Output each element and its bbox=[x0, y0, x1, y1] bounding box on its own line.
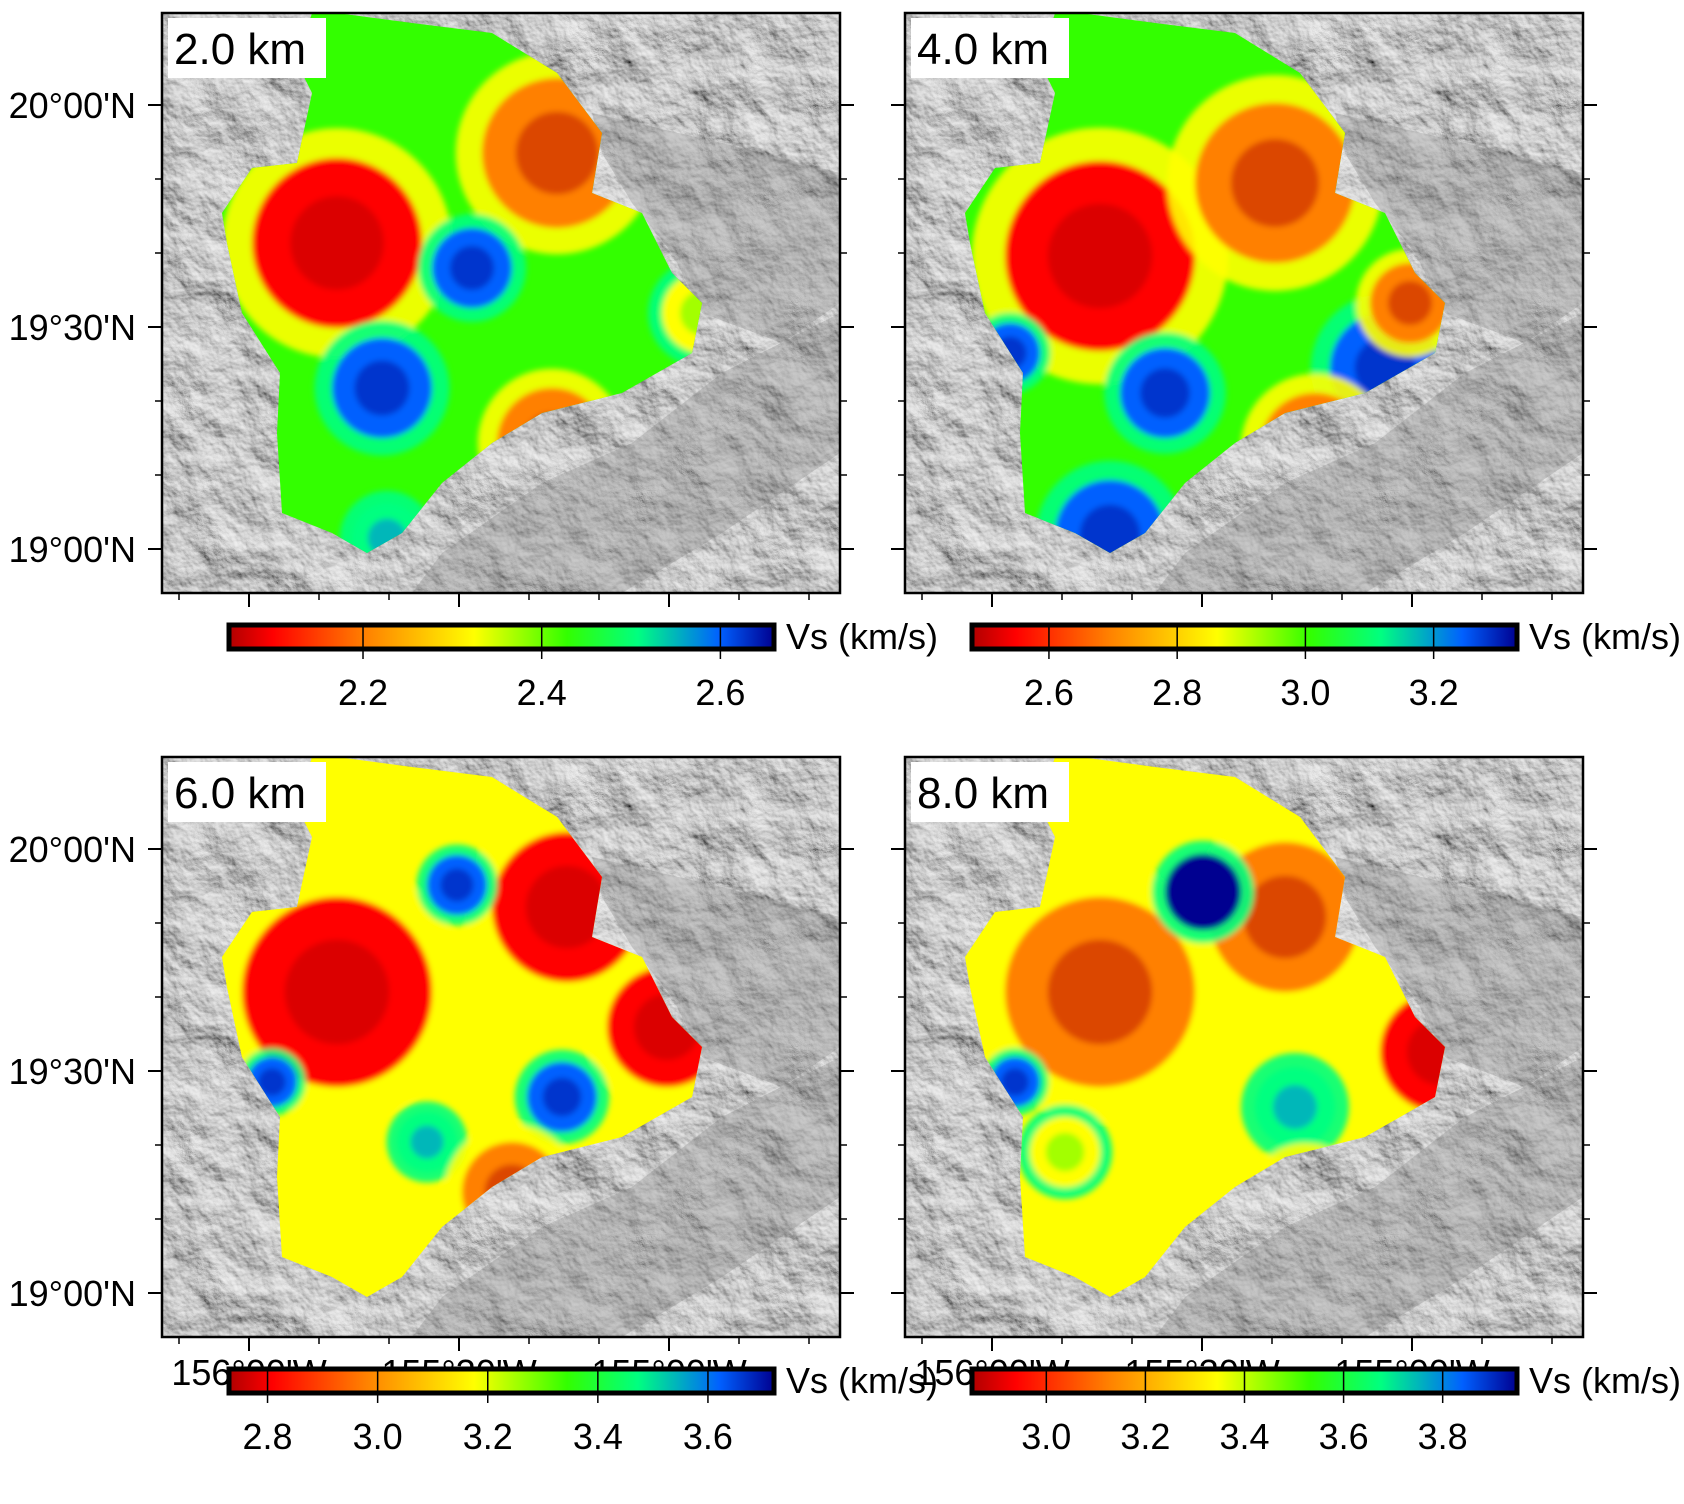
anomaly-core-6 bbox=[1045, 1132, 1085, 1172]
colorbar-tick-label: 2.4 bbox=[517, 672, 567, 713]
anomaly-core-8 bbox=[1001, 1068, 1029, 1096]
anomaly-core-2 bbox=[1231, 139, 1319, 227]
colorbar-tick-label: 3.0 bbox=[353, 1416, 403, 1457]
anomaly-core-7 bbox=[1388, 281, 1432, 325]
panel-2: 4.0 km 2.6 2.8 3.0 3.2 Vs (km/s) bbox=[891, 11, 1681, 713]
colorbar-tick-label: 3.0 bbox=[1280, 672, 1330, 713]
flank-shade bbox=[412, 113, 840, 593]
depth-label: 6.0 km bbox=[174, 769, 306, 818]
colorbar-tick-label: 2.8 bbox=[1152, 672, 1202, 713]
colorbar-title: Vs (km/s) bbox=[1529, 1360, 1681, 1401]
anomaly-core-5 bbox=[542, 1077, 582, 1117]
colorbar: 2.2 2.4 2.6 Vs (km/s) bbox=[226, 616, 938, 713]
anomaly-core-1 bbox=[1047, 203, 1153, 309]
colorbar-tick-label: 3.2 bbox=[1120, 1416, 1170, 1457]
panel-1: 20°00'N 19°30'N 19°00'N 2.0 km 2.2 2.4 2.6 Vs (… bbox=[9, 11, 938, 713]
colorbar-tick-label: 3.2 bbox=[1409, 672, 1459, 713]
colorbar-ramp bbox=[226, 1366, 777, 1396]
colorbar: 2.6 2.8 3.0 3.2 Vs (km/s) bbox=[969, 616, 1681, 713]
anomaly-core-1 bbox=[290, 196, 384, 290]
flank-shade bbox=[1155, 857, 1583, 1337]
colorbar-tick-label: 3.0 bbox=[1021, 1416, 1071, 1457]
anomaly-core-2 bbox=[515, 111, 599, 195]
map-frame bbox=[160, 11, 842, 595]
colorbar: 2.8 3.0 3.2 3.4 3.6 Vs (km/s) bbox=[226, 1360, 938, 1457]
anomaly-core-7 bbox=[258, 1068, 286, 1096]
depth-label: 4.0 km bbox=[917, 25, 1049, 74]
colorbar-tick-label: 3.8 bbox=[1418, 1416, 1468, 1457]
lat-label: 19°00'N bbox=[9, 1273, 136, 1314]
colorbar-ramp bbox=[969, 622, 1520, 652]
anomaly-core-3 bbox=[1407, 1019, 1445, 1085]
colorbar-tick-label: 3.6 bbox=[1319, 1416, 1369, 1457]
colorbar-tick-label: 3.6 bbox=[683, 1416, 733, 1457]
anomaly-core-4 bbox=[1182, 871, 1224, 913]
colorbar-tick-label: 2.8 bbox=[243, 1416, 293, 1457]
colorbar-title: Vs (km/s) bbox=[786, 616, 938, 657]
anomaly-core-2 bbox=[1243, 875, 1327, 959]
colorbar-tick-label: 3.4 bbox=[573, 1416, 623, 1457]
colorbar-tick-label: 3.2 bbox=[463, 1416, 513, 1457]
anomaly-7 bbox=[662, 273, 702, 353]
depth-label: 8.0 km bbox=[917, 769, 1049, 818]
anomalies bbox=[969, 75, 1445, 553]
anomaly-core-5 bbox=[1273, 1085, 1317, 1129]
map-frame bbox=[160, 755, 842, 1339]
colorbar-tick-label: 2.6 bbox=[695, 672, 745, 713]
lat-label: 19°30'N bbox=[9, 1051, 136, 1092]
colorbar-ramp bbox=[226, 622, 777, 652]
map-frame bbox=[903, 755, 1585, 1339]
colorbar: 3.0 3.2 3.4 3.6 3.8 Vs (km/s) bbox=[969, 1360, 1681, 1457]
depth-label-box bbox=[911, 762, 1069, 822]
depth-label-box bbox=[168, 18, 326, 78]
anomaly-core-4 bbox=[354, 360, 410, 416]
anomaly-core-1 bbox=[284, 939, 390, 1045]
depth-label: 2.0 km bbox=[174, 25, 306, 74]
anomaly-core-2 bbox=[525, 865, 609, 949]
flank-shade bbox=[412, 857, 840, 1337]
colorbar-title: Vs (km/s) bbox=[786, 1360, 938, 1401]
lat-label: 20°00'N bbox=[9, 829, 136, 870]
anomaly-core-1 bbox=[1047, 939, 1153, 1045]
lat-label: 19°00'N bbox=[9, 529, 136, 570]
anomaly-core-6 bbox=[410, 1125, 444, 1159]
colorbar-tick-label: 2.6 bbox=[1024, 672, 1074, 713]
flank-shade bbox=[1155, 113, 1583, 593]
panel-3: 20°00'N19°30'N19°00'N156°00'W155°30'W155… bbox=[9, 755, 938, 1457]
colorbar-tick-label: 2.2 bbox=[338, 672, 388, 713]
anomaly-core-7 bbox=[680, 291, 702, 335]
map-frame bbox=[903, 11, 1585, 595]
depth-label-box bbox=[168, 762, 326, 822]
anomaly-core-3 bbox=[1140, 368, 1190, 418]
panel-4: 156°00'W155°30'W155°00'W8.0 km3.03.23.43… bbox=[891, 755, 1681, 1457]
colorbar-title: Vs (km/s) bbox=[1529, 616, 1681, 657]
depth-label-box bbox=[911, 18, 1069, 78]
anomaly-core-4 bbox=[440, 868, 474, 902]
colorbar-tick-label: 3.4 bbox=[1219, 1416, 1269, 1457]
anomaly-core-3 bbox=[450, 246, 494, 290]
lat-label: 19°30'N bbox=[9, 307, 136, 348]
lat-label: 20°00'N bbox=[9, 85, 136, 126]
